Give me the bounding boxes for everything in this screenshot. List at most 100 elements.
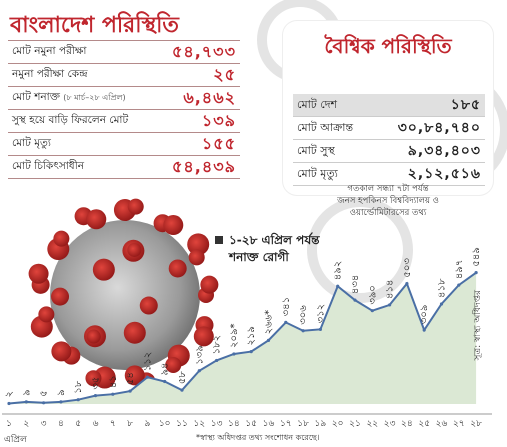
data-label: ২০৯* [229,323,240,348]
data-point [93,394,98,398]
cases-line [8,271,477,405]
data-label: ১১২ [142,352,153,371]
data-label: ৫৮ [177,371,188,384]
x-tick-label: ১৫ [245,419,257,429]
bangladesh-stat-value: ২৫ [213,64,236,84]
data-point [301,329,305,333]
data-point [24,400,28,404]
global-stat-value: ৩০,৮৪,৭৪০ [397,120,481,136]
global-note: গতকাল সন্ধ্যা ৭টা পর্যন্ত জনস হপকিনস বিশ… [337,184,439,218]
x-tick-label: ২৪ [401,419,413,429]
coronavirus-image [28,198,219,391]
data-point [42,401,46,405]
data-point [249,349,253,354]
x-tick-label: ২২ [366,419,378,429]
x-tick-label: ২৬ [436,419,448,429]
bangladesh-title: বাংলাদেশ পরিস্থিতি [10,12,179,38]
data-label: ২৬৬* [264,310,275,335]
data-label: ৫৪৯ [471,247,482,266]
x-tick-label: ২৭ [453,419,465,429]
global-stat-row: মোট আক্রান্ত ৩০,৮৪,৭৪০ [293,117,485,140]
x-tick-label: ১৬ [263,419,275,429]
data-point [457,283,461,287]
chart-title: ১-২৮ এপ্রিল পর্যন্ত শনাক্ত রোগী [215,232,320,266]
data-point [111,392,115,396]
x-tick-label: ২ [23,419,29,429]
data-point [422,328,426,332]
global-stat-value: ১৮৫ [450,97,481,113]
x-tick-label: ৭ [110,419,116,429]
legend-square-icon [215,236,223,244]
x-tick-label: ১২ [193,419,205,429]
x-tick-label: ৬ [93,419,99,429]
data-label: ২ [4,391,15,398]
global-stat-label: মোট দেশ [297,97,338,111]
bangladesh-stat-row: মোট চিকিৎসাধীন ৫৪,৪৩৯ [8,156,240,179]
data-point [318,327,322,331]
global-panel: বৈশ্বিক পরিস্থিতি মোট দেশ ১৮৫ মোট আক্রান্ত… [283,21,493,195]
x-tick-label: ২১ [349,419,361,429]
bangladesh-stat-value: ১৩৯ [201,110,236,130]
data-point [284,320,288,325]
data-point [59,400,63,404]
x-tick-label: ২৮ [470,419,482,429]
x-axis-unit: এপ্রিল [4,435,27,445]
x-tick-label: ১১ [176,419,188,429]
data-point [232,352,236,356]
bangladesh-stat-label: সুস্থ হয়ে বাড়ি ফিরলেন মোট [12,113,129,126]
data-label: ৩৯০ [367,285,378,305]
data-label: ৩৫ [91,377,102,390]
data-point [474,271,478,275]
data-label: ৪৩৪ [350,275,361,294]
global-stat-label: মোট আক্রান্ত [297,120,354,134]
bangladesh-stat-row: মোট মৃত্যু ১৫৫ [8,133,240,156]
global-stat-row: মোট সুস্থ ৯,৩৪,৪০৩ [293,140,485,163]
data-point [266,338,271,342]
data-point [76,398,80,402]
data-label: ৪৯২ [333,261,344,280]
x-tick-label: ১৪ [228,419,240,429]
x-tick-label: ১৯ [315,419,327,429]
footnote: *স্বাস্থ্য অধিদপ্তর তথ্য সংশোধন করেছে। [196,433,320,442]
data-point [163,379,167,384]
x-tick-label: ১০ [159,419,171,429]
x-tick-label: ৪ [58,419,64,429]
bangladesh-stat-sublabel: (৮ মার্চ–২৮ এপ্রিল) [63,92,126,102]
data-label: ৪১৪ [385,279,396,298]
global-stat-label: মোট মৃত্যু [297,166,338,180]
bangladesh-panel: বাংলাদেশ পরিস্থিতি মোট নমুনা পরীক্ষা ৫৪,৭… [8,10,240,179]
global-stat-row: মোট দেশ ১৮৫ [293,94,485,117]
bangladesh-stat-value: ৫৪,৭৩৩ [171,41,236,61]
x-tick-label: ৩ [41,419,47,429]
data-label: ৪১ [108,375,119,388]
x-tick-label: ২৩ [384,419,396,429]
bangladesh-stat-label: মোট শনাক্ত (৮ মার্চ–২৮ এপ্রিল) [12,90,126,103]
data-point [7,401,11,406]
data-point [439,302,444,306]
source-credit: সূত্র: স্বাস্থ্য অধিদপ্তর [473,290,483,361]
data-label: ৫০৩ [402,258,413,278]
data-label: ৩০৯ [419,305,430,325]
bangladesh-stat-row: নমুনা পরীক্ষা কেন্দ্র ২৫ [8,64,240,87]
data-label: ২১৯ [246,326,257,345]
global-stat-value: ২,১২,৫১৬ [407,166,481,182]
data-point [405,282,409,286]
data-label: ৯ [56,389,67,396]
data-point [370,309,374,313]
x-tick-label: ৮ [127,419,133,429]
data-point [180,388,184,392]
data-label: ১৮ [73,380,84,393]
data-label: ৯৪ [160,363,171,376]
data-point [145,375,149,379]
bangladesh-stat-label: মোট মৃত্যু [12,136,51,149]
bangladesh-stat-value: ৬,৪৬২ [183,87,236,107]
data-label: ৯ [21,389,32,396]
bangladesh-stat-value: ১৫৫ [201,133,236,153]
bangladesh-stat-row: সুস্থ হয়ে বাড়ি ফিরলেন মোট ১৩৯ [8,110,240,133]
bangladesh-stat-label: মোট নমুনা পরীক্ষা [12,44,87,57]
bangladesh-stat-label: মোট চিকিৎসাধীন [12,159,84,172]
data-point [197,369,201,373]
data-label: ৫৪ [125,372,136,385]
global-title: বৈশ্বিক পরিস্থিতি [324,34,452,58]
